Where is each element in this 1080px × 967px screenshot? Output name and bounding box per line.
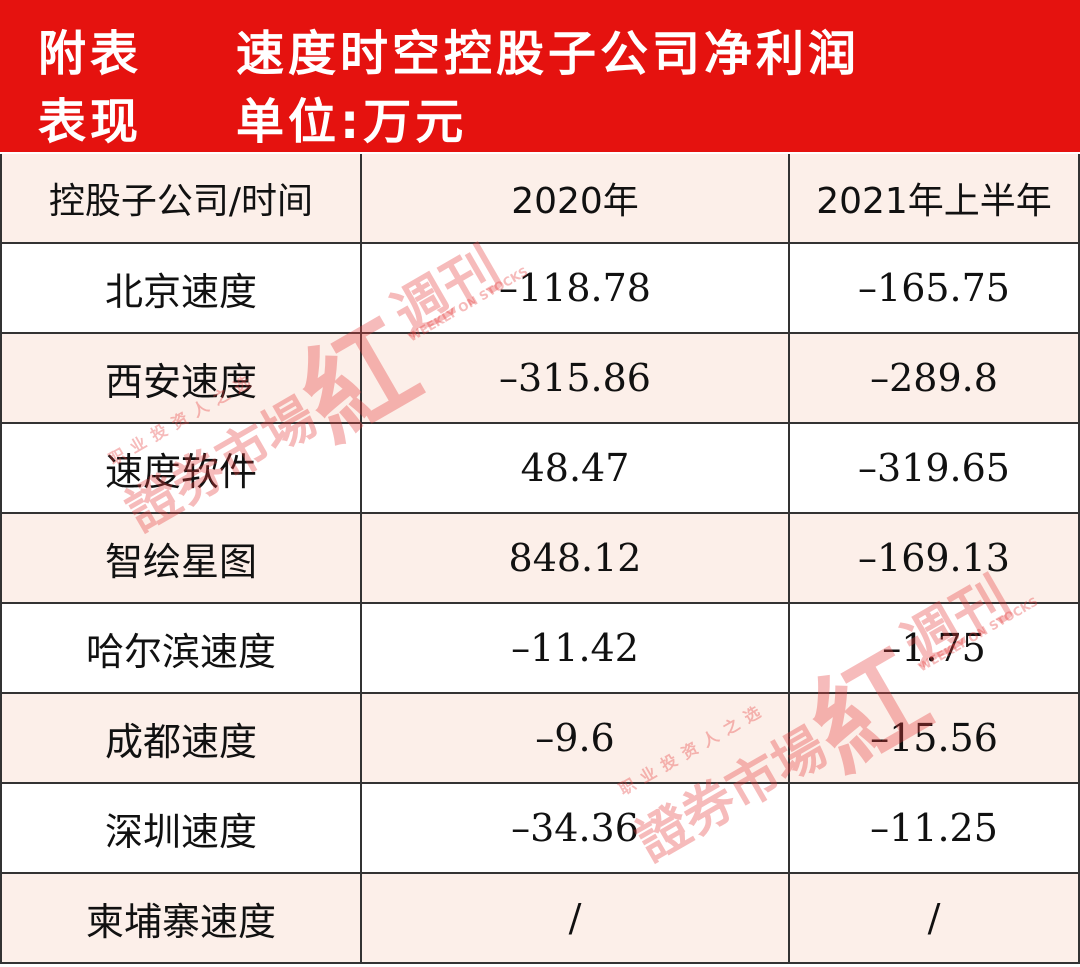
- table-cell: –319.65: [790, 424, 1080, 514]
- table-cell: –11.42: [362, 604, 790, 694]
- table-cell: 北京速度: [0, 244, 362, 334]
- table-cell: 848.12: [362, 514, 790, 604]
- header-title: 单位:万元: [236, 94, 468, 150]
- header-label: 附表: [38, 26, 143, 82]
- table-cell: –169.13: [790, 514, 1080, 604]
- table-cell: 成都速度: [0, 694, 362, 784]
- table-cell: –1.75: [790, 604, 1080, 694]
- column-header: 2021年上半年: [790, 154, 1080, 244]
- header-title: 速度时空控股子公司净利润: [236, 26, 861, 82]
- table-cell: –118.78: [362, 244, 790, 334]
- header: 附表 速度时空控股子公司净利润 表现 单位:万元: [0, 0, 1080, 152]
- column-header: 控股子公司/时间: [0, 154, 362, 244]
- table-cell: /: [790, 874, 1080, 964]
- table-cell: 柬埔寨速度: [0, 874, 362, 964]
- table-cell: 哈尔滨速度: [0, 604, 362, 694]
- table-cell: 速度软件: [0, 424, 362, 514]
- table-cell: –289.8: [790, 334, 1080, 424]
- table-cell: –11.25: [790, 784, 1080, 874]
- table-cell: –9.6: [362, 694, 790, 784]
- table-cell: –315.86: [362, 334, 790, 424]
- column-header: 2020年: [362, 154, 790, 244]
- table-cell: –165.75: [790, 244, 1080, 334]
- table-cell: /: [362, 874, 790, 964]
- header-label: 表现: [38, 94, 143, 150]
- table-cell: 智绘星图: [0, 514, 362, 604]
- table-cell: 西安速度: [0, 334, 362, 424]
- table-cell: –34.36: [362, 784, 790, 874]
- table-cell: 48.47: [362, 424, 790, 514]
- table-cell: 深圳速度: [0, 784, 362, 874]
- table-cell: –15.56: [790, 694, 1080, 784]
